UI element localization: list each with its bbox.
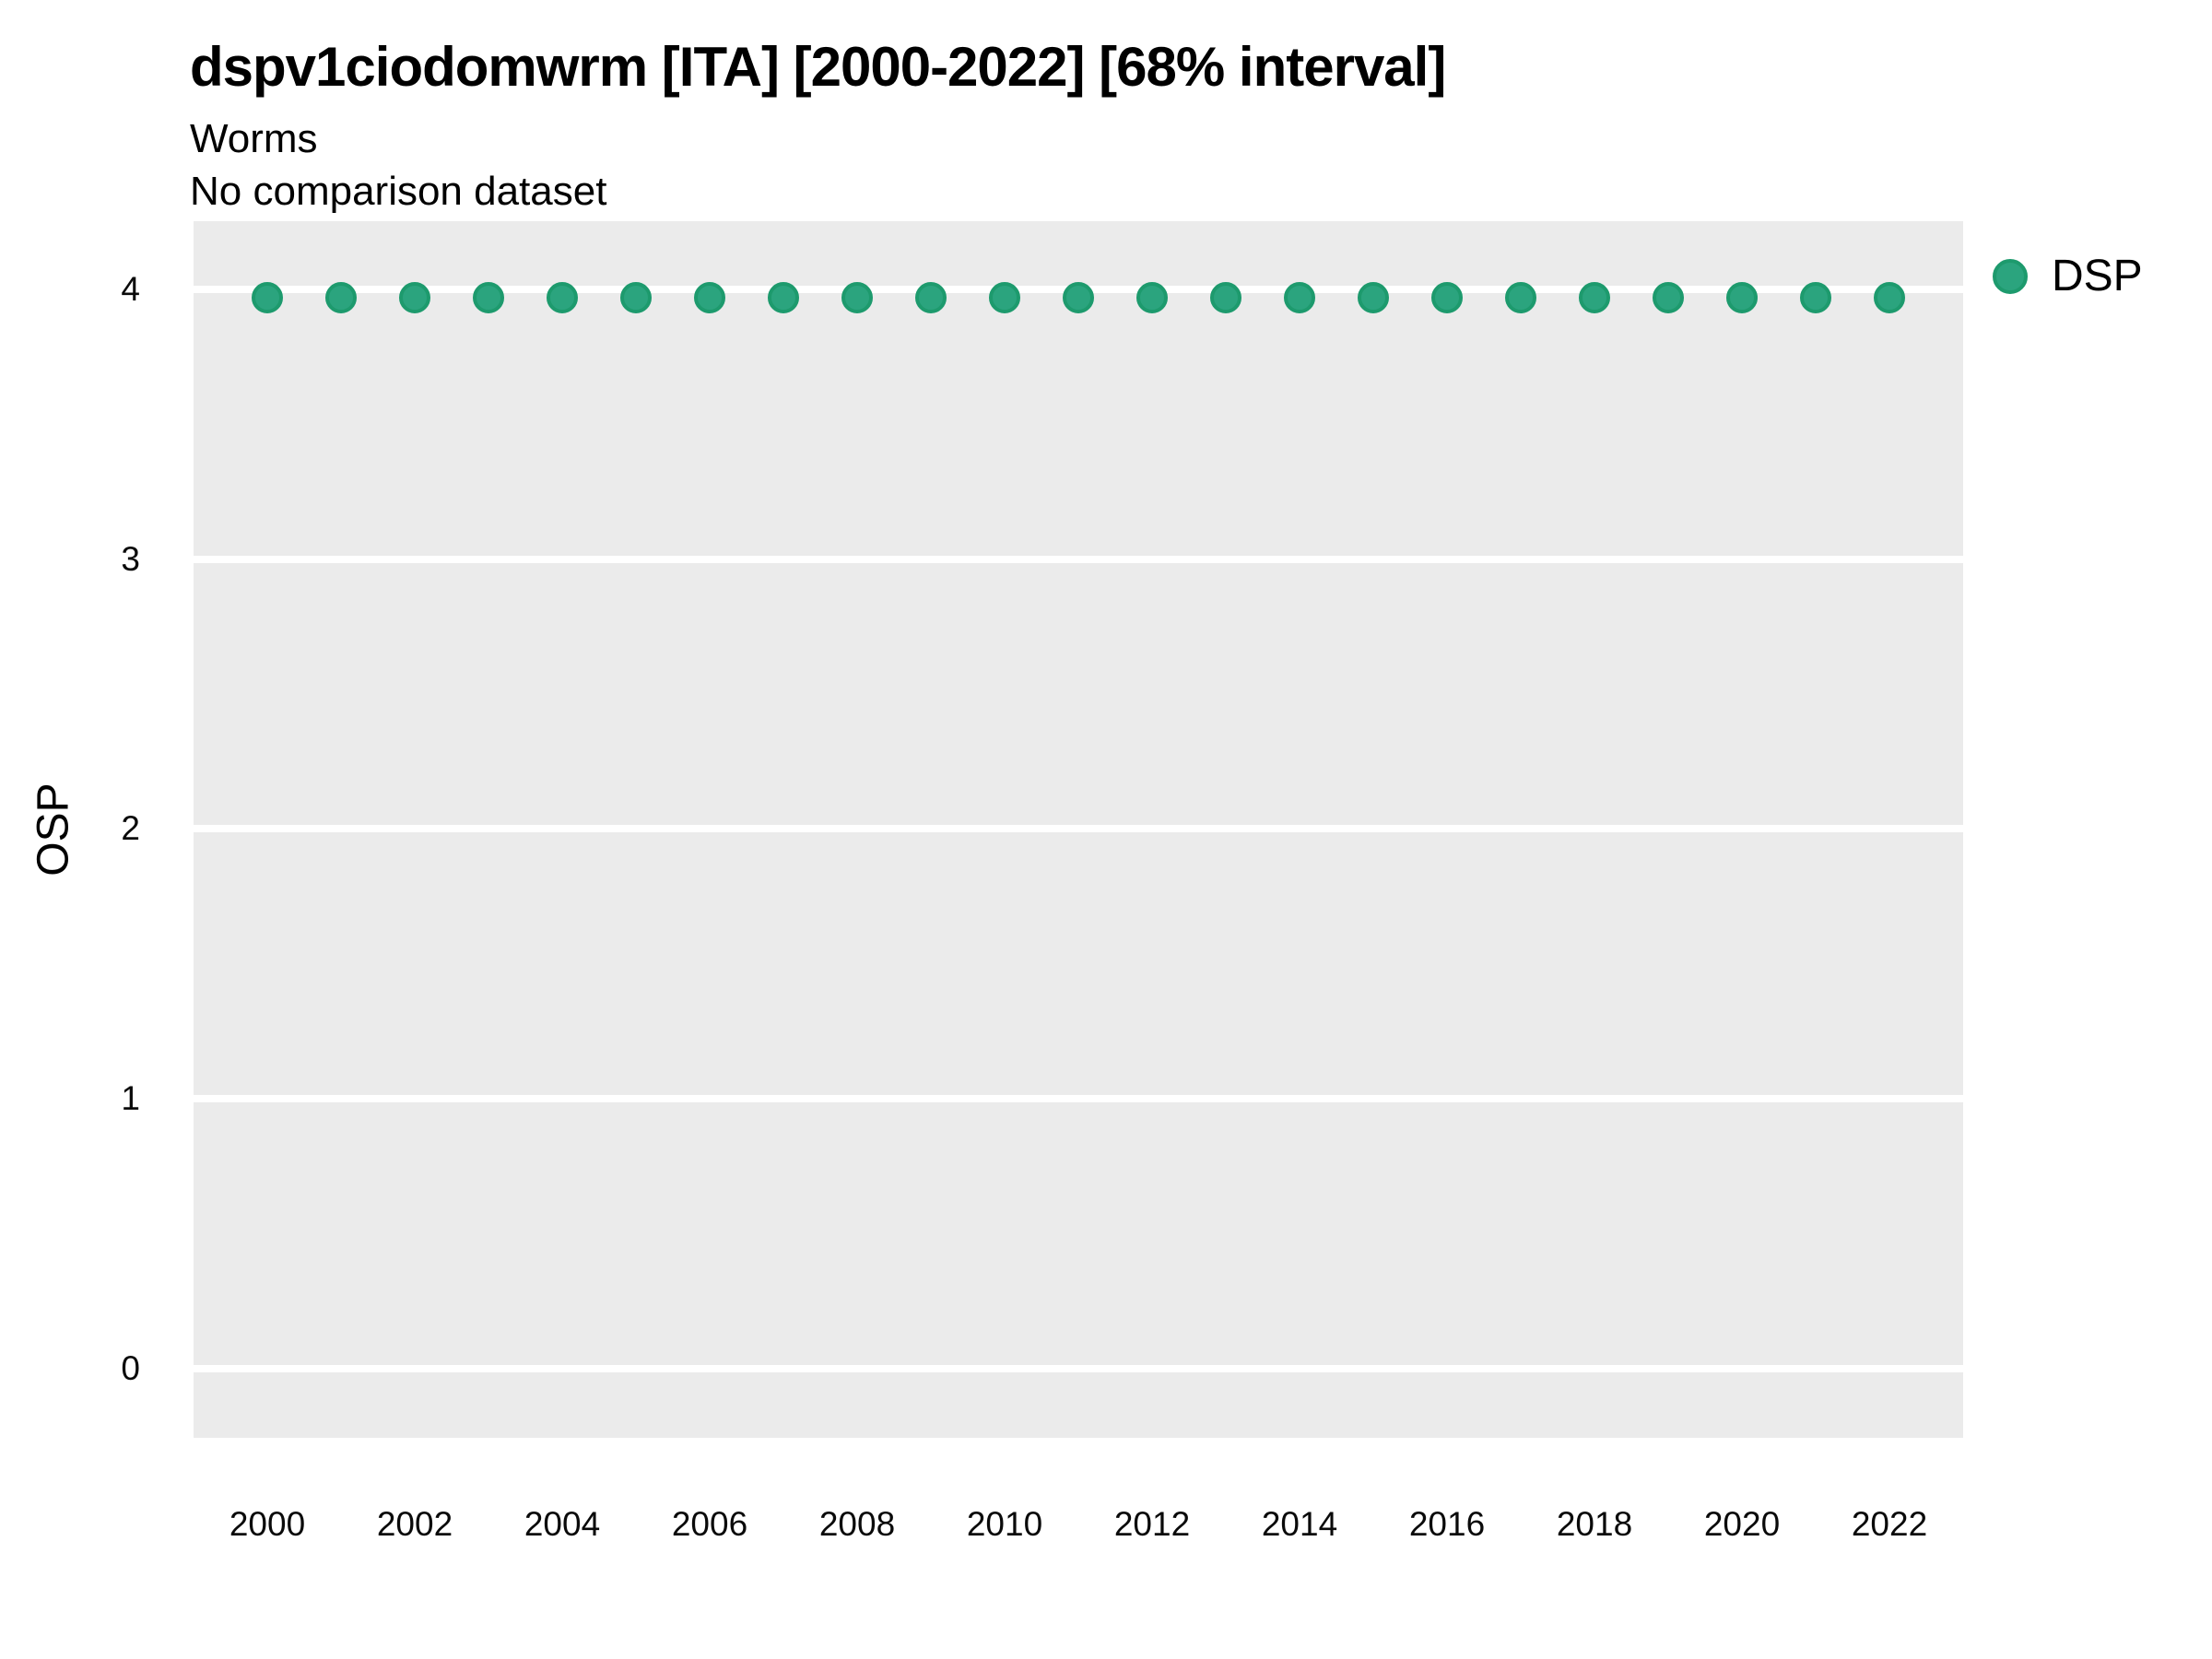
gridline-y-0 — [194, 1364, 1963, 1372]
data-point-dsp-2014 — [1284, 281, 1315, 313]
data-point-dsp-2004 — [547, 281, 578, 313]
x-tick-label-2012: 2012 — [1113, 1505, 1191, 1543]
x-tick-label-2010: 2010 — [966, 1505, 1043, 1543]
data-point-dsp-2012 — [1136, 281, 1168, 313]
data-point-dsp-2001 — [325, 281, 357, 313]
y-tick-label-2: 2 — [121, 809, 140, 848]
y-tick-label-3: 3 — [121, 539, 140, 578]
plot-panel — [194, 221, 1963, 1438]
data-point-dsp-2021 — [1800, 281, 1831, 313]
legend-item-label: DSP — [2052, 252, 2143, 300]
x-tick-label-2018: 2018 — [1556, 1505, 1633, 1543]
data-point-dsp-2013 — [1210, 281, 1241, 313]
data-point-dsp-2009 — [915, 281, 947, 313]
x-tick-label-2000: 2000 — [229, 1505, 306, 1543]
legend: DSP — [1993, 254, 2143, 299]
data-point-dsp-2002 — [399, 281, 430, 313]
x-tick-label-2020: 2020 — [1703, 1505, 1781, 1543]
x-tick-label-2022: 2022 — [1851, 1505, 1928, 1543]
data-point-dsp-2008 — [841, 281, 873, 313]
legend-point-icon — [1993, 259, 2028, 294]
x-tick-label-2008: 2008 — [818, 1505, 896, 1543]
chart-title: dspv1ciodomwrm [ITA] [2000-2022] [68% in… — [190, 36, 1446, 98]
gridline-y-1 — [194, 1095, 1963, 1103]
x-tick-label-2014: 2014 — [1261, 1505, 1338, 1543]
data-point-dsp-2017 — [1505, 281, 1536, 313]
chart-subtitle: Worms — [190, 116, 318, 161]
data-point-dsp-2019 — [1653, 281, 1684, 313]
data-point-dsp-2020 — [1726, 281, 1758, 313]
y-tick-label-0: 0 — [121, 1348, 140, 1387]
data-point-dsp-2005 — [620, 281, 652, 313]
x-tick-label-2006: 2006 — [671, 1505, 748, 1543]
data-point-dsp-2016 — [1431, 281, 1463, 313]
data-point-dsp-2010 — [989, 281, 1020, 313]
data-point-dsp-2000 — [252, 281, 283, 313]
data-point-dsp-2003 — [473, 281, 504, 313]
data-point-dsp-2006 — [694, 281, 725, 313]
gridline-y-2 — [194, 825, 1963, 833]
data-point-dsp-2022 — [1874, 281, 1905, 313]
data-point-dsp-2015 — [1358, 281, 1389, 313]
x-tick-label-2016: 2016 — [1408, 1505, 1486, 1543]
y-tick-label-1: 1 — [121, 1079, 140, 1118]
chart-header: dspv1ciodomwrm [ITA] [2000-2022] [68% in… — [190, 35, 1446, 218]
data-point-dsp-2007 — [768, 281, 799, 313]
gridline-y-3 — [194, 555, 1963, 563]
x-tick-label-2002: 2002 — [376, 1505, 453, 1543]
chart-comparison-note: No comparison dataset — [190, 169, 607, 214]
x-tick-label-2004: 2004 — [524, 1505, 601, 1543]
data-point-dsp-2018 — [1579, 281, 1610, 313]
y-tick-label-4: 4 — [121, 270, 140, 309]
data-point-dsp-2011 — [1063, 281, 1094, 313]
